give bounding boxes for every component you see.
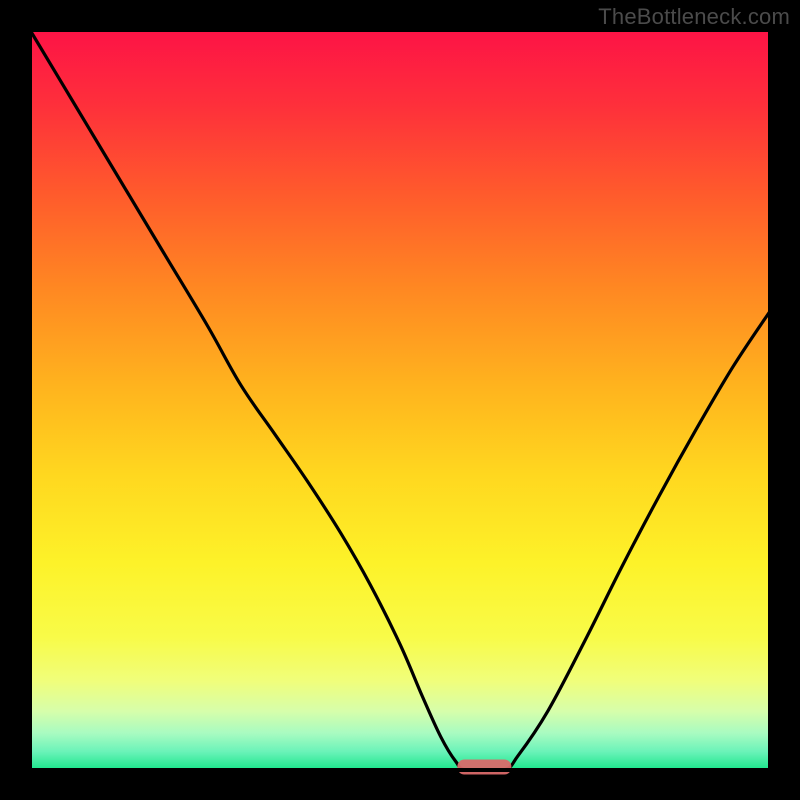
optimal-marker — [457, 760, 511, 775]
watermark-text: TheBottleneck.com — [598, 4, 790, 30]
chart-container: TheBottleneck.com — [0, 0, 800, 800]
plot-background — [30, 30, 770, 770]
bottleneck-chart — [0, 0, 800, 800]
